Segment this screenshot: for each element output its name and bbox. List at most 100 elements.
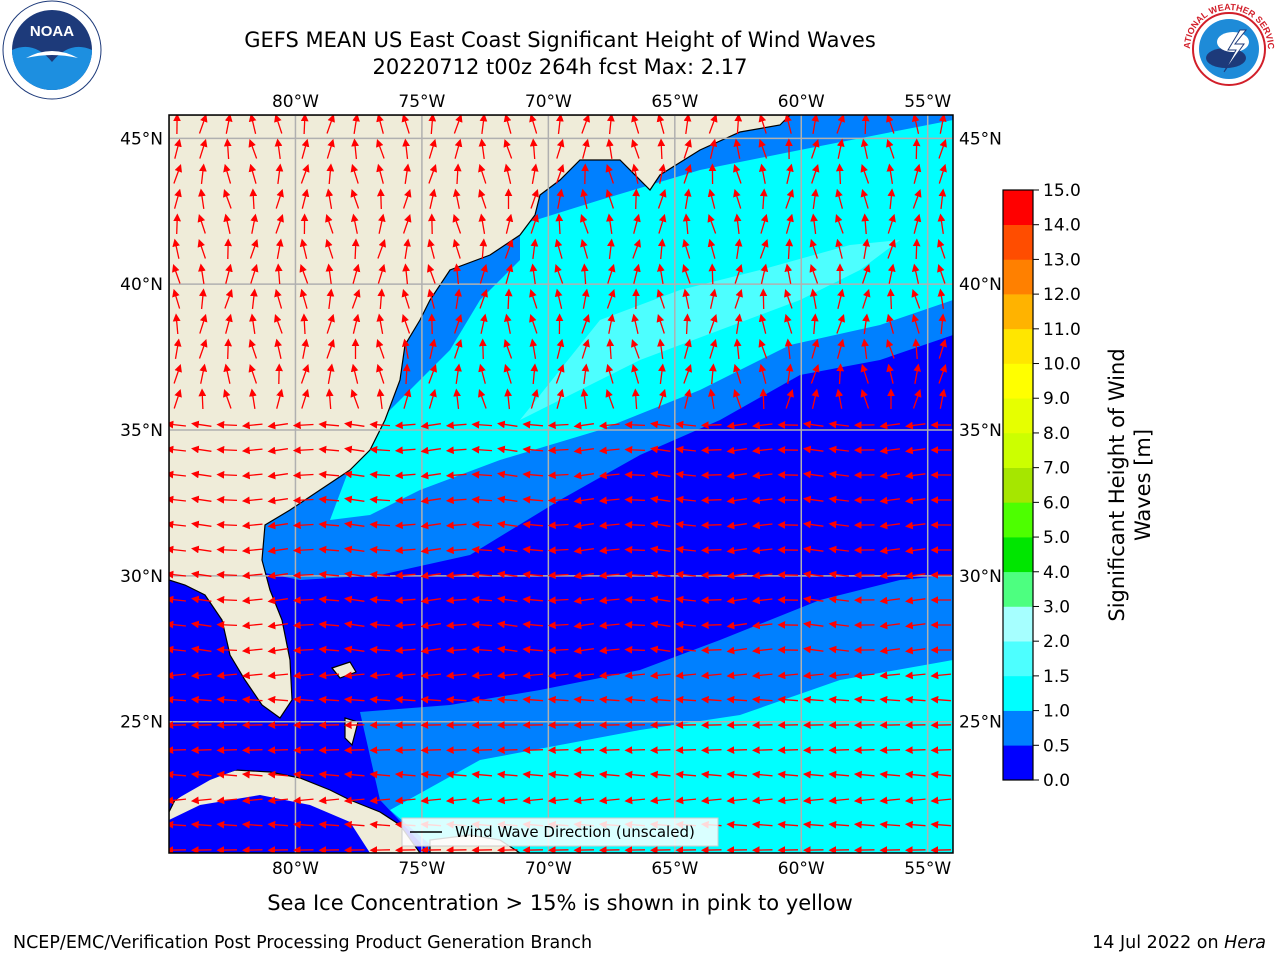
wave-direction-arrow: [861, 213, 870, 235]
wave-direction-arrow: [682, 213, 691, 235]
wave-direction-arrow: [445, 621, 467, 630]
lat-label-left: 25°N: [120, 713, 163, 733]
wave-direction-arrow: [479, 313, 488, 334]
wave-direction-arrow: [911, 115, 920, 134]
wave-direction-arrow: [169, 746, 187, 755]
wave-direction-arrow: [860, 164, 870, 184]
wave-direction-arrow: [828, 595, 849, 604]
wave-direction-arrow: [879, 546, 900, 555]
wave-direction-arrow: [879, 796, 901, 805]
wave-direction-arrow: [752, 546, 773, 555]
colorbar-tick-label: 4.0: [1043, 563, 1070, 583]
wave-direction-arrow: [573, 671, 595, 680]
wave-direction-arrow: [241, 695, 263, 704]
wave-direction-arrow: [547, 796, 569, 805]
wave-direction-arrow: [471, 420, 493, 429]
wave-direction-arrow: [879, 521, 900, 530]
wave-direction-arrow: [216, 820, 238, 829]
colorbar-tick-label: 8.0: [1043, 424, 1070, 444]
wave-direction-arrow: [403, 163, 411, 184]
wave-direction-arrow: [777, 770, 799, 779]
wave-direction-arrow: [802, 671, 824, 680]
wave-direction-arrow: [216, 770, 238, 779]
wave-direction-arrow: [803, 445, 824, 454]
wave-direction-arrow: [938, 364, 947, 384]
wave-direction-arrow: [241, 646, 263, 655]
wave-direction-arrow: [912, 338, 921, 360]
wave-direction-arrow: [471, 595, 493, 604]
wave-direction-arrow: [879, 421, 900, 430]
wave-direction-arrow: [199, 163, 207, 184]
wave-direction-arrow: [478, 363, 486, 384]
wave-direction-arrow: [904, 671, 926, 680]
wave-direction-arrow: [811, 188, 819, 209]
wave-direction-arrow: [350, 189, 360, 209]
wave-direction-arrow: [350, 213, 359, 234]
wave-direction-arrow: [216, 671, 238, 680]
wave-direction-arrow: [554, 288, 563, 309]
wave-direction-arrow: [274, 263, 283, 285]
wave-direction-arrow: [752, 421, 773, 430]
wave-direction-arrow: [190, 796, 212, 805]
wave-direction-arrow: [547, 546, 569, 555]
wave-direction-arrow: [598, 521, 620, 530]
wave-direction-arrow: [394, 770, 416, 779]
wave-direction-arrow: [758, 313, 767, 334]
wave-direction-arrow: [522, 595, 544, 604]
wave-direction-arrow: [631, 339, 640, 359]
wave-direction-arrow: [445, 646, 467, 655]
wave-direction-arrow: [377, 288, 386, 310]
wave-direction-arrow: [522, 695, 544, 704]
wave-direction-arrow: [172, 264, 181, 284]
wave-direction-arrow: [274, 288, 283, 309]
wave-direction-arrow: [700, 421, 722, 430]
wave-direction-arrow: [861, 338, 869, 359]
wave-direction-arrow: [299, 264, 309, 284]
wave-direction-arrow: [267, 796, 289, 805]
wave-direction-arrow: [905, 546, 926, 555]
wave-direction-arrow: [733, 363, 742, 384]
us-east-coast-land: [169, 115, 791, 719]
lat-label-left: 35°N: [120, 421, 163, 441]
wave-direction-arrow: [267, 770, 289, 779]
wave-direction-arrow: [318, 671, 340, 680]
wave-direction-arrow: [429, 338, 437, 359]
wave-direction-arrow: [369, 796, 391, 805]
wave-direction-arrow: [607, 115, 615, 135]
wave-direction-arrow: [598, 571, 620, 580]
wave-direction-arrow: [344, 545, 365, 554]
wave-direction-arrow: [420, 421, 441, 430]
wave-direction-arrow: [453, 163, 462, 185]
wave-direction-arrow: [624, 770, 646, 779]
wave-direction-arrow: [860, 138, 869, 159]
wave-direction-arrow: [555, 213, 564, 235]
wave-direction-arrow: [886, 115, 895, 134]
wave-direction-arrow: [344, 570, 365, 579]
wave-direction-arrow: [912, 389, 922, 409]
wave-direction-arrow: [292, 421, 314, 430]
wave-direction-arrow: [624, 796, 646, 805]
wave-direction-arrow: [292, 496, 314, 505]
wave-direction-arrow: [173, 364, 182, 384]
wave-direction-arrow: [394, 571, 416, 580]
wave-direction-arrow: [905, 421, 926, 430]
wave-direction-arrow: [318, 420, 340, 429]
wave-direction-arrow: [420, 596, 441, 605]
wave-direction-arrow: [649, 770, 671, 779]
wave-direction-arrow: [445, 796, 467, 805]
colorbar-swatch: [1003, 259, 1033, 295]
wave-direction-arrow: [225, 263, 233, 284]
wave-direction-arrow: [803, 470, 824, 479]
wave-direction-arrow: [700, 796, 722, 805]
wave-direction-arrow: [190, 746, 212, 755]
wave-direction-arrow: [598, 471, 620, 480]
wave-direction-arrow: [344, 620, 365, 629]
wave-direction-arrow: [318, 470, 340, 479]
wave-direction-arrow: [556, 338, 565, 359]
wave-direction-arrow: [248, 339, 258, 359]
wave-direction-arrow: [930, 796, 952, 805]
wave-direction-arrow: [726, 621, 747, 630]
wave-direction-arrow: [752, 571, 773, 580]
wave-direction-arrow: [573, 571, 594, 580]
wave-direction-arrow: [913, 163, 922, 184]
